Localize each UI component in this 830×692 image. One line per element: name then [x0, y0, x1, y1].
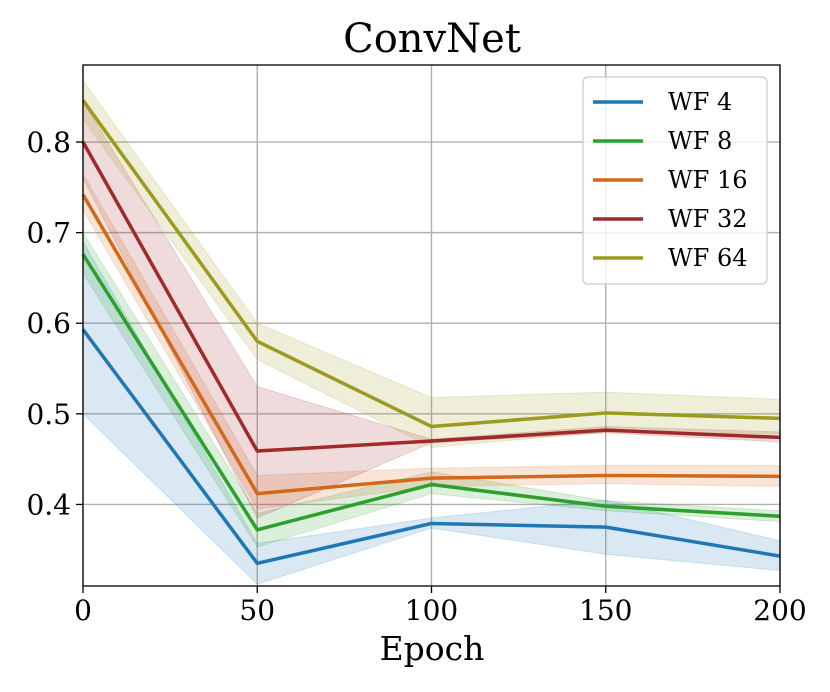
legend-label-wf-32: WF 32: [668, 205, 748, 233]
y-tick-label: 0.5: [26, 398, 71, 431]
legend-label-wf-64: WF 64: [668, 244, 748, 272]
line-wf-64: [81, 99, 781, 429]
legend: WF 4 WF 8 WF 16 WF 32 WF 64: [582, 76, 768, 285]
chart-title: ConvNet: [343, 16, 521, 62]
x-tick-label: 150: [579, 594, 632, 627]
x-tick-label: 100: [405, 594, 458, 627]
line-wf-8: [81, 253, 781, 532]
line-wf-32: [81, 141, 781, 453]
legend-label-wf-16: WF 16: [668, 166, 748, 194]
legend-box: [582, 76, 768, 285]
x-tick-label: 0: [74, 594, 92, 627]
series-lines: [81, 99, 781, 566]
axis-ticks: 0 50 100 150 200 0.4 0.5 0.6 0.7 0.8: [26, 126, 806, 627]
y-tick-label: 0.7: [26, 217, 71, 250]
line-wf-4: [81, 328, 781, 566]
x-tick-label: 50: [239, 594, 275, 627]
line-wf-16: [81, 193, 781, 496]
legend-label-wf-4: WF 4: [668, 88, 732, 116]
y-tick-label: 0.8: [26, 126, 71, 159]
y-tick-label: 0.6: [26, 307, 71, 340]
legend-label-wf-8: WF 8: [668, 127, 732, 155]
x-axis-label: Epoch: [380, 629, 485, 668]
x-tick-label: 200: [753, 594, 806, 627]
y-tick-label: 0.4: [26, 488, 71, 521]
